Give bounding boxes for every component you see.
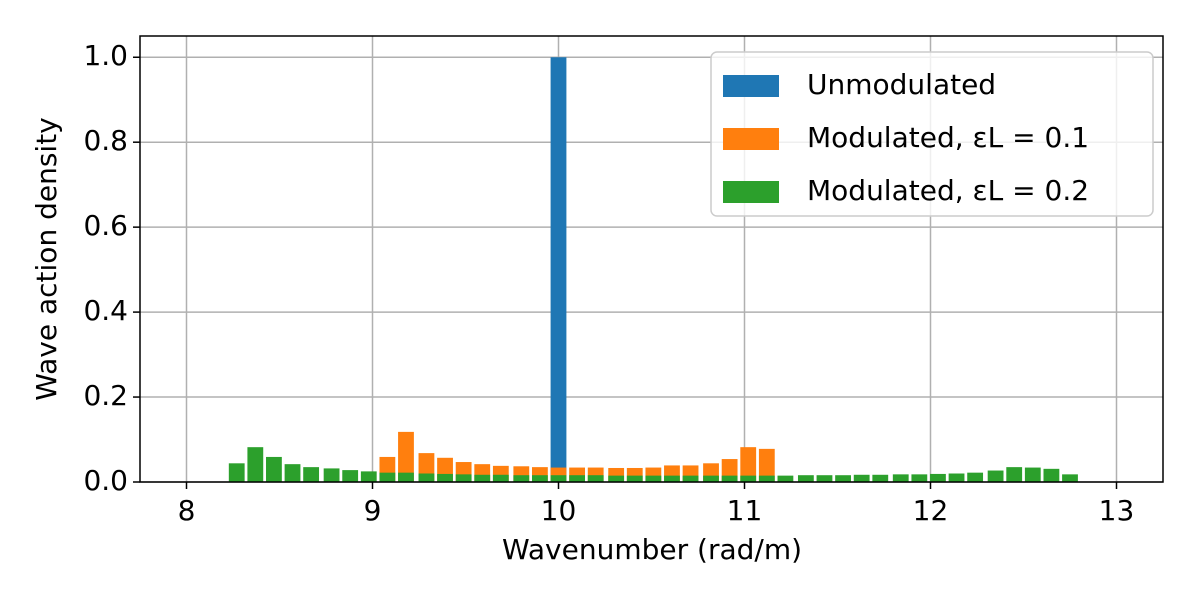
bar	[608, 475, 625, 482]
bar	[342, 470, 359, 482]
bar	[418, 473, 435, 482]
bar	[303, 467, 320, 482]
bar	[1006, 467, 1023, 482]
bar	[492, 474, 509, 482]
y-tick-label: 0.8	[83, 124, 128, 157]
bar	[531, 475, 548, 482]
bar	[398, 431, 414, 482]
x-axis-label: Wavenumber (rad/m)	[502, 533, 802, 566]
y-tick-label: 0.4	[83, 294, 128, 327]
bar	[740, 475, 757, 482]
plot-frame	[139, 35, 1164, 483]
y-tick-label: 0.0	[83, 464, 128, 497]
bar	[323, 468, 340, 482]
bar	[1024, 467, 1041, 482]
bar	[379, 472, 396, 482]
bar	[664, 475, 680, 482]
legend-label: Modulated, εL = 0.2	[807, 174, 1089, 207]
bar	[816, 475, 833, 482]
bar	[703, 475, 719, 482]
y-tick-label: 0.6	[83, 209, 128, 242]
y-tick-label: 0.2	[83, 379, 128, 412]
bar	[550, 475, 567, 482]
legend-box	[710, 51, 1154, 217]
legend-swatch	[723, 75, 779, 97]
x-tick-label: 11	[727, 494, 763, 527]
bar	[360, 471, 377, 482]
bar	[740, 447, 757, 482]
bar	[872, 474, 889, 482]
bar	[513, 475, 530, 482]
bar	[835, 475, 851, 482]
bar	[797, 475, 814, 482]
legend: Unmodulated Modulated, εL = 0.1 Modulated,…	[710, 51, 1154, 217]
bar	[645, 475, 662, 482]
bar	[892, 474, 909, 482]
bar	[758, 448, 775, 482]
legend-label: Unmodulated	[807, 68, 996, 101]
bar	[758, 475, 775, 482]
bar	[228, 463, 245, 482]
x-tick-label: 9	[364, 494, 382, 527]
legend-swatch	[723, 128, 779, 150]
bar	[721, 475, 738, 482]
bar	[777, 475, 794, 482]
bar	[587, 475, 604, 482]
y-axis-label: Wave action density	[30, 117, 63, 401]
bar	[284, 464, 301, 482]
y-tick-label: 1.0	[83, 39, 128, 72]
bar	[474, 474, 491, 482]
bar	[682, 475, 699, 482]
bar	[853, 474, 870, 482]
legend-label: Modulated, εL = 0.1	[807, 121, 1089, 154]
bar	[266, 456, 282, 482]
x-tick-label: 8	[178, 494, 196, 527]
bar	[247, 447, 264, 482]
bar	[1043, 468, 1060, 482]
bar	[626, 475, 643, 482]
x-tick-label: 10	[541, 494, 577, 527]
bar	[398, 472, 414, 482]
x-tick-label: 13	[1099, 494, 1135, 527]
bar	[987, 470, 1004, 482]
bar	[569, 475, 586, 482]
bar	[930, 473, 946, 482]
bar	[437, 473, 453, 482]
legend-swatch	[723, 181, 779, 203]
bar	[455, 474, 472, 482]
bar	[967, 472, 984, 482]
bar	[911, 474, 928, 482]
bar	[550, 57, 567, 482]
x-tick-label: 12	[913, 494, 949, 527]
bar	[948, 473, 965, 482]
bar	[1062, 474, 1078, 482]
